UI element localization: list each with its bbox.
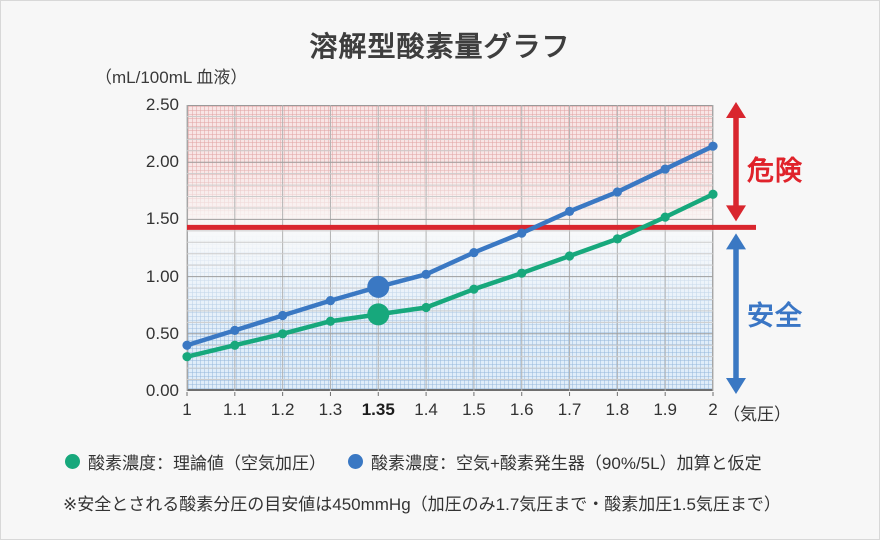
legend-dot-icon [348,454,363,469]
danger-arrow-down-icon [726,205,746,222]
y-tick-label: 2.00 [145,152,179,172]
safe-zone-label: 安全 [747,301,803,332]
y-tick-label: 0.50 [145,323,179,343]
danger-zone-background [188,106,712,229]
legend: 酸素濃度：理論値（空気加圧） 酸素濃度：空気+酸素発生器（90%/5L）加算と仮定 [65,449,762,474]
safe-zone-background [188,228,712,389]
legend-item: 酸素濃度：理論値（空気加圧） [65,449,326,474]
y-tick-label: 1.50 [145,209,179,229]
x-tick-label: 1.8 [605,400,630,419]
legend-dot-icon [65,454,80,469]
plot-area [187,105,713,391]
x-tick-label: 1.2 [270,400,295,419]
x-tick-label: 1.35 [361,400,395,419]
x-tick-label: 1.9 [653,400,677,419]
danger-zone-label: 危険 [747,156,803,187]
x-tick-label: 1.7 [557,400,582,419]
y-axis-unit-label: （mL/100mL 血液） [95,68,248,87]
danger-arrow-up-icon [726,102,746,118]
x-tick-label: 1.4 [414,400,438,419]
x-axis-unit-label: （気圧） [723,405,791,424]
y-tick-label: 0.00 [145,381,179,400]
y-tick-label: 2.50 [145,95,179,114]
y-tick-label: 1.00 [145,266,179,286]
legend-label: 酸素濃度：空気+酸素発生器（90%/5L）加算と仮定 [371,454,762,473]
safe-arrow-down-icon [726,378,746,394]
x-tick-label: 1.1 [222,400,247,419]
x-tick-label: 1.6 [509,400,534,419]
footnote: ※安全とされる酸素分圧の目安値は450mmHg（加圧のみ1.7気圧まで・酸素加圧… [63,495,781,514]
x-tick-label: 1.3 [318,400,343,419]
safe-arrow-up-icon [726,233,746,250]
x-tick-label: 1 [182,400,192,419]
x-tick-label: 1.5 [462,400,486,419]
chart-title: 溶解型酸素量グラフ [309,32,571,63]
legend-item: 酸素濃度：空気+酸素発生器（90%/5L）加算と仮定 [348,449,762,474]
legend-label: 酸素濃度：理論値（空気加圧） [88,454,326,473]
x-tick-label: 2 [708,400,718,419]
